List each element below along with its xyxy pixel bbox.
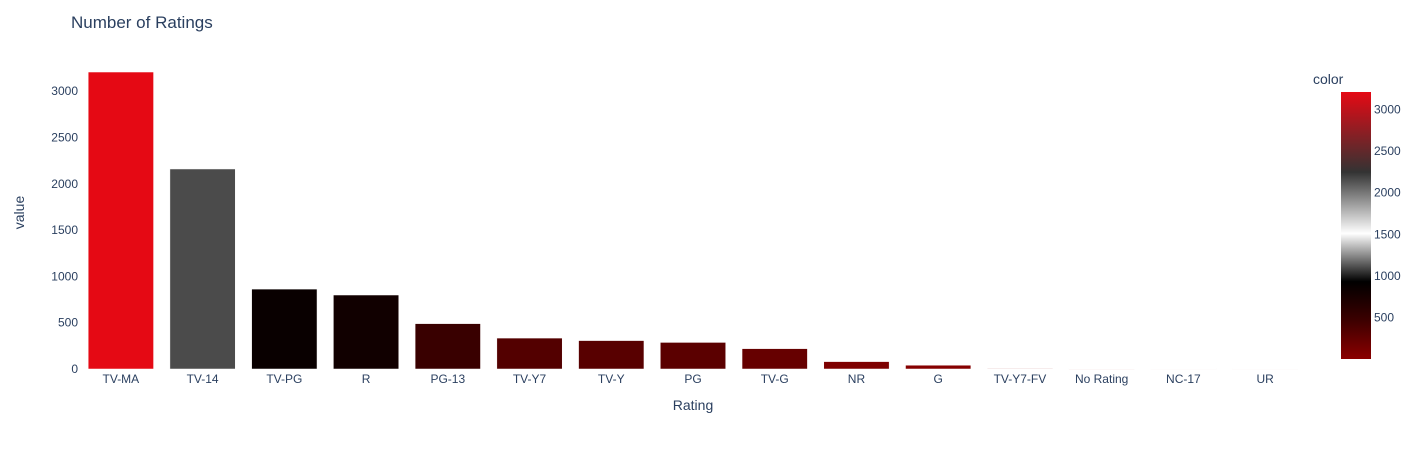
x-axis-ticks: TV-MA TV-14 TV-PG R PG-13 TV-Y7 TV-Y PG TV-G NR G T… [103, 372, 1275, 386]
y-tick-label: 0 [71, 362, 78, 376]
x-tick-label: TV-Y7-FV [994, 372, 1047, 386]
x-tick-label: PG-13 [430, 372, 465, 386]
colorbar-tick-label: 500 [1374, 311, 1394, 325]
colorbar-title: color [1313, 71, 1344, 87]
bar [169, 168, 236, 370]
bar [1232, 368, 1299, 370]
bar [578, 340, 645, 370]
bar [251, 288, 318, 370]
y-tick-label: 2000 [51, 177, 78, 191]
x-tick-label: NR [848, 372, 866, 386]
y-tick-label: 1500 [51, 223, 78, 237]
bars [87, 71, 1299, 370]
chart-title: Number of Ratings [71, 13, 213, 32]
colorbar-tick-label: 1000 [1374, 269, 1401, 283]
colorbar-gradient [1341, 92, 1371, 359]
x-tick-label: NC-17 [1166, 372, 1201, 386]
x-tick-label: No Rating [1075, 372, 1128, 386]
x-tick-label: TV-Y7 [513, 372, 547, 386]
x-tick-label: TV-PG [266, 372, 302, 386]
colorbar-ticks: 500 1000 1500 2000 2500 3000 [1374, 102, 1401, 324]
x-tick-label: R [362, 372, 371, 386]
bar [986, 368, 1053, 370]
bar [414, 323, 481, 370]
y-tick-label: 2500 [51, 130, 78, 144]
x-tick-label: TV-Y [598, 372, 625, 386]
bar [823, 361, 890, 370]
x-tick-label: UR [1256, 372, 1274, 386]
x-axis-title: Rating [673, 397, 713, 413]
bar [1068, 368, 1135, 370]
bar [741, 348, 808, 370]
bar [496, 337, 563, 370]
x-tick-label: TV-MA [103, 372, 140, 386]
bar [660, 342, 726, 370]
y-axis-title: value [11, 196, 27, 230]
bar [905, 364, 972, 370]
colorbar-tick-label: 2500 [1374, 144, 1401, 158]
bar [333, 294, 400, 370]
x-tick-label: PG [684, 372, 701, 386]
colorbar-tick-label: 2000 [1374, 186, 1401, 200]
bar [87, 71, 154, 370]
y-tick-label: 500 [58, 316, 78, 330]
y-tick-label: 3000 [51, 84, 78, 98]
colorbar: color 500 1000 1500 2000 2500 3000 [1313, 71, 1401, 359]
y-axis-ticks: 0 500 1000 1500 2000 2500 3000 [51, 84, 78, 376]
colorbar-tick-label: 1500 [1374, 227, 1401, 241]
x-tick-label: G [934, 372, 943, 386]
bar [1150, 368, 1217, 370]
x-tick-label: TV-G [761, 372, 789, 386]
x-tick-label: TV-14 [187, 372, 219, 386]
colorbar-tick-label: 3000 [1374, 102, 1401, 116]
y-tick-label: 1000 [51, 269, 78, 283]
